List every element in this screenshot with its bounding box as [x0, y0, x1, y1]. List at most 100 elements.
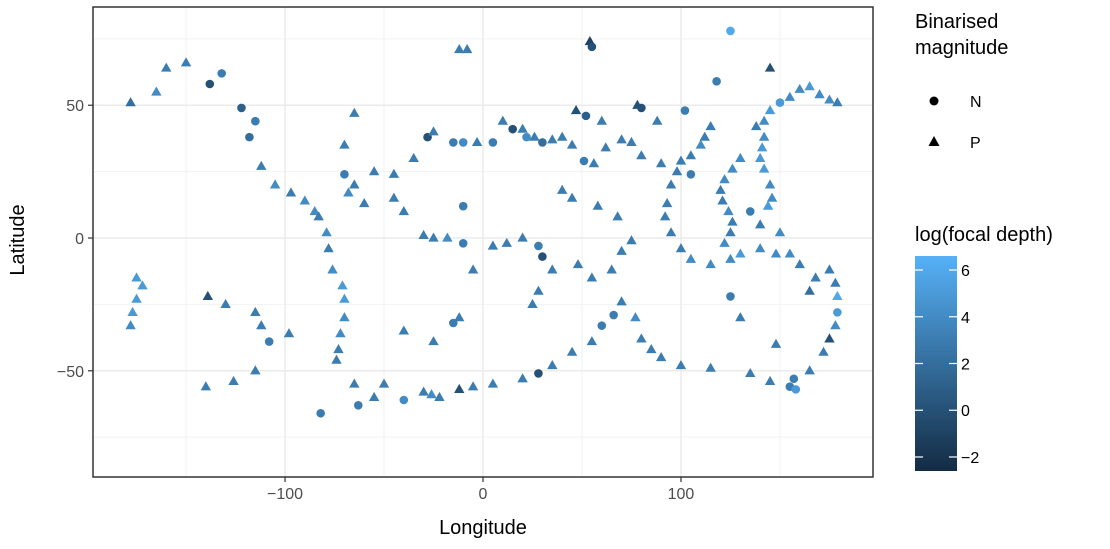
data-point-triangle — [596, 115, 607, 125]
data-point-circle — [587, 42, 597, 52]
data-point-triangle — [418, 386, 429, 396]
data-point-triangle — [487, 240, 499, 250]
x-axis-title: Longitude — [439, 517, 527, 539]
data-point-circle — [449, 138, 458, 147]
data-point-triangle — [717, 195, 728, 205]
plot-panel — [92, 6, 874, 478]
data-point-triangle — [285, 187, 297, 197]
data-point-triangle — [269, 179, 281, 189]
data-point-triangle — [471, 136, 483, 147]
data-point-triangle — [359, 197, 370, 208]
data-point-triangle — [454, 43, 465, 54]
data-point-triangle — [566, 192, 578, 202]
data-point-triangle — [764, 105, 776, 115]
data-point-triangle — [487, 378, 499, 388]
data-point-triangle — [754, 152, 766, 162]
data-point-triangle — [804, 285, 815, 295]
y-tick-label: 0 — [75, 231, 84, 248]
data-point-triangle — [764, 375, 776, 386]
data-point-triangle — [758, 131, 770, 141]
data-point-triangle — [586, 272, 598, 282]
data-point-triangle — [616, 245, 627, 255]
data-point-triangle — [339, 293, 350, 303]
data-point-triangle — [572, 259, 584, 269]
data-point-triangle — [735, 312, 746, 322]
data-point-triangle — [454, 312, 465, 322]
data-point-triangle — [766, 192, 778, 202]
data-point-triangle — [256, 160, 267, 170]
data-point-triangle — [659, 211, 671, 221]
data-point-circle — [581, 111, 591, 121]
data-point-triangle — [398, 325, 410, 335]
data-point-triangle — [125, 320, 136, 330]
y-tick-label: 50 — [66, 98, 84, 115]
data-point-triangle — [434, 391, 445, 401]
data-point-triangle — [323, 243, 334, 253]
data-point-triangle — [368, 166, 380, 176]
data-point-triangle — [202, 290, 214, 301]
data-point-triangle — [313, 211, 324, 221]
data-point-triangle — [671, 166, 683, 176]
data-point-triangle — [418, 229, 429, 239]
data-point-triangle — [770, 248, 782, 258]
data-point-triangle — [636, 333, 647, 343]
data-point-triangle — [349, 179, 360, 189]
data-point-triangle — [331, 354, 342, 364]
data-point-triangle — [665, 227, 677, 237]
data-point-triangle — [250, 365, 261, 375]
data-point-triangle — [327, 264, 338, 274]
data-point-triangle — [655, 158, 667, 168]
shape-legend-label-n: N — [970, 94, 982, 111]
data-point-triangle — [754, 219, 766, 229]
data-point-circle — [637, 103, 646, 113]
data-point-circle — [579, 156, 589, 166]
data-point-circle — [458, 138, 468, 147]
data-point-triangle — [830, 277, 841, 287]
data-point-triangle — [719, 174, 730, 184]
data-point-triangle — [467, 381, 479, 391]
data-point-triangle — [685, 150, 697, 160]
y-tick-label: −50 — [57, 364, 84, 381]
data-point-triangle — [725, 253, 736, 263]
data-point-triangle — [818, 346, 829, 356]
data-point-triangle — [151, 86, 162, 96]
data-point-triangle — [339, 312, 350, 322]
data-point-triangle — [810, 272, 821, 282]
data-point-triangle — [750, 120, 762, 131]
data-point-triangle — [774, 227, 786, 237]
x-tick-label: −100 — [267, 486, 303, 503]
data-point-triangle — [428, 126, 439, 136]
data-point-triangle — [556, 131, 568, 141]
data-point-circle — [251, 116, 260, 126]
data-point-triangle — [349, 378, 360, 388]
data-point-triangle — [814, 89, 825, 99]
data-point-triangle — [426, 389, 437, 399]
data-point-triangle — [343, 187, 354, 197]
data-point-triangle — [735, 152, 746, 162]
data-point-triangle — [398, 205, 410, 216]
data-point-triangle — [770, 338, 782, 348]
colorbar-tick-label: 6 — [961, 263, 970, 280]
data-point-triangle — [652, 115, 663, 125]
data-point-circle — [458, 239, 468, 248]
data-point-triangle — [794, 83, 805, 93]
data-point-triangle — [764, 179, 776, 189]
data-point-triangle — [566, 346, 578, 356]
color-legend-title: log(focal depth) — [915, 224, 1053, 246]
data-point-circle — [353, 401, 363, 410]
data-point-triangle — [626, 235, 637, 245]
data-point-triangle — [467, 264, 479, 274]
data-point-circle — [399, 395, 409, 405]
data-point-triangle — [428, 232, 439, 242]
data-point-triangle — [727, 163, 738, 173]
data-point-triangle — [127, 306, 138, 316]
shape-legend-title-line-2: magnitude — [915, 37, 1008, 59]
x-tick-label: 0 — [479, 486, 488, 503]
data-point-triangle — [762, 200, 774, 210]
x-axis: −100 0 100 — [267, 477, 694, 503]
data-point-triangle — [228, 375, 239, 386]
data-point-triangle — [570, 105, 582, 115]
data-point-triangle — [830, 320, 841, 330]
colorbar-tick-label: 0 — [961, 403, 970, 420]
data-point-triangle — [592, 200, 604, 210]
